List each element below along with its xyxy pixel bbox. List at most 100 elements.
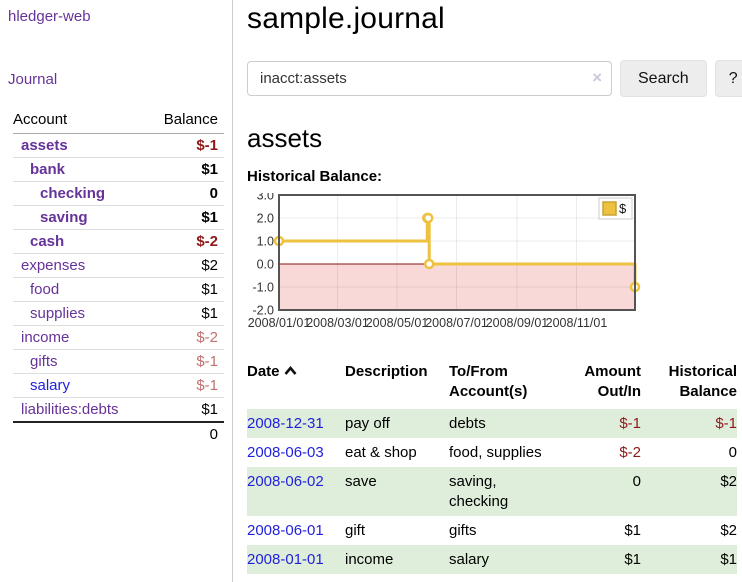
svg-text:-2.0: -2.0	[252, 304, 274, 318]
svg-text:2008/09/01: 2008/09/01	[486, 316, 549, 330]
column-header-accounts: To/From Account(s)	[449, 363, 528, 400]
account-link-income[interactable]: income	[21, 329, 70, 346]
account-balance: $-1	[196, 137, 218, 154]
account-balance: $1	[201, 401, 218, 418]
brand-link[interactable]: hledger-web	[8, 8, 91, 25]
account-balance: $-1	[196, 353, 218, 370]
accounts-header-balance: Balance	[163, 111, 218, 128]
svg-text:2008/03/01: 2008/03/01	[306, 316, 369, 330]
account-link-salary[interactable]: salary	[30, 377, 71, 394]
account-heading: assets	[247, 123, 323, 153]
column-header-amount: Amount Out/In	[584, 363, 641, 400]
account-row: checking 0	[13, 181, 224, 205]
svg-text:$: $	[619, 201, 627, 216]
svg-text:-1.0: -1.0	[252, 281, 274, 295]
cell-description: income	[345, 550, 394, 568]
account-link-food[interactable]: food	[30, 281, 60, 298]
cell-amount: $-2	[619, 443, 641, 461]
help-button[interactable]: ?	[714, 60, 742, 97]
transactions-table-header: Date Description To/From Account(s) Amou…	[247, 360, 737, 409]
transaction-date-link[interactable]: 2008-12-31	[247, 414, 324, 432]
transaction-row: 2008-06-01 gift gifts $1 $2	[247, 516, 737, 545]
account-row: salary $-1	[13, 373, 224, 397]
cell-description: save	[345, 472, 377, 490]
account-link-gifts[interactable]: gifts	[30, 353, 58, 370]
accounts-table: Account Balance assets $-1 bank $1 checking 0…	[8, 108, 224, 446]
search-bar: × Search ?	[247, 60, 742, 97]
account-row: expenses $2	[13, 253, 224, 277]
account-balance: $1	[201, 161, 218, 178]
column-header-balance: Historical Balance	[668, 363, 737, 400]
account-link-expenses[interactable]: expenses	[21, 257, 86, 274]
account-link-saving[interactable]: saving	[40, 209, 88, 226]
account-link-bank[interactable]: bank	[30, 161, 66, 178]
search-input[interactable]	[247, 61, 612, 96]
account-row: gifts $-1	[13, 349, 224, 373]
account-row: liabilities:debts $1	[13, 397, 224, 421]
transaction-date-link[interactable]: 2008-06-02	[247, 472, 324, 490]
cell-amount: 0	[632, 472, 641, 490]
cell-description: pay off	[345, 414, 390, 432]
accounts-total: 0	[13, 421, 224, 446]
cell-balance: $2	[720, 521, 737, 539]
account-link-supplies[interactable]: supplies	[30, 305, 86, 322]
cell-amount: $1	[624, 521, 641, 539]
column-header-date[interactable]: Date	[247, 362, 345, 402]
column-header-description: Description	[345, 363, 428, 380]
account-link-cash[interactable]: cash	[30, 233, 65, 250]
clear-search-icon[interactable]: ×	[592, 68, 602, 87]
cell-accounts: gifts	[449, 521, 477, 539]
cell-date: 2008-01-01	[247, 550, 345, 570]
account-balance: $-1	[196, 377, 218, 394]
account-balance: $-2	[196, 233, 218, 250]
account-balance: $-2	[196, 329, 218, 346]
account-link-checking[interactable]: checking	[40, 185, 106, 202]
transaction-date-link[interactable]: 2008-06-01	[247, 521, 324, 539]
transaction-row: 2008-01-01 income salary $1 $1	[247, 545, 737, 574]
search-button[interactable]: Search	[620, 60, 707, 97]
cell-date: 2008-12-31	[247, 414, 345, 434]
accounts-table-header: Account Balance	[13, 108, 224, 134]
account-rows: assets $-1 bank $1 checking 0 saving $1 cash $-2 e…	[8, 134, 224, 421]
svg-text:2.0: 2.0	[257, 212, 274, 226]
account-balance: 0	[209, 185, 218, 202]
account-row: assets $-1	[13, 134, 224, 157]
cell-description: gift	[345, 521, 366, 539]
svg-text:2008/05/01: 2008/05/01	[366, 316, 429, 330]
cell-balance: 0	[728, 443, 737, 461]
cell-balance: $1	[720, 550, 737, 568]
account-link-assets[interactable]: assets	[21, 137, 68, 154]
sidebar-item-journal[interactable]: Journal	[8, 71, 58, 88]
transaction-row: 2008-12-31 pay off debts $-1 $-1	[247, 409, 737, 438]
historical-balance-chart: $3.0 2.0 1.0 0.0 -1.0 -2.0 2008/01/01 2008/03/0…	[247, 189, 742, 342]
account-balance: $1	[201, 281, 218, 298]
cell-accounts: saving, checking	[449, 472, 509, 510]
svg-text:2008/01/01: 2008/01/01	[248, 316, 311, 330]
transaction-row: 2008-06-03 eat & shop food, supplies $-2 0	[247, 438, 737, 467]
cell-date: 2008-06-03	[247, 443, 345, 463]
cell-accounts: food, supplies	[449, 443, 542, 461]
svg-text:3.0: 3.0	[257, 193, 274, 203]
account-balance: $2	[201, 257, 218, 274]
transaction-date-link[interactable]: 2008-01-01	[247, 550, 324, 568]
chart-title: Historical Balance:	[247, 168, 383, 185]
cell-accounts: salary	[449, 550, 490, 568]
cell-accounts: debts	[449, 414, 486, 432]
account-link-liabilities-debts[interactable]: liabilities:debts	[21, 401, 119, 418]
account-row: saving $1	[13, 205, 224, 229]
transaction-date-link[interactable]: 2008-06-03	[247, 443, 324, 461]
account-row: bank $1	[13, 157, 224, 181]
cell-description: eat & shop	[345, 443, 417, 461]
svg-text:2008/07/01: 2008/07/01	[425, 316, 488, 330]
search-input-wrap: ×	[247, 61, 612, 96]
account-balance: $1	[201, 305, 218, 322]
cell-balance: $2	[720, 472, 737, 490]
sort-ascending-icon	[284, 362, 297, 382]
transaction-rows: 2008-12-31 pay off debts $-1 $-1 2008-06-03 ea…	[247, 409, 737, 574]
transaction-row: 2008-06-02 save saving, checking 0 $2	[247, 467, 737, 516]
account-row: cash $-2	[13, 229, 224, 253]
account-row: income $-2	[13, 325, 224, 349]
accounts-header-account: Account	[13, 111, 68, 128]
main-content: sample.journal × Search ? assets Histori…	[233, 0, 742, 582]
